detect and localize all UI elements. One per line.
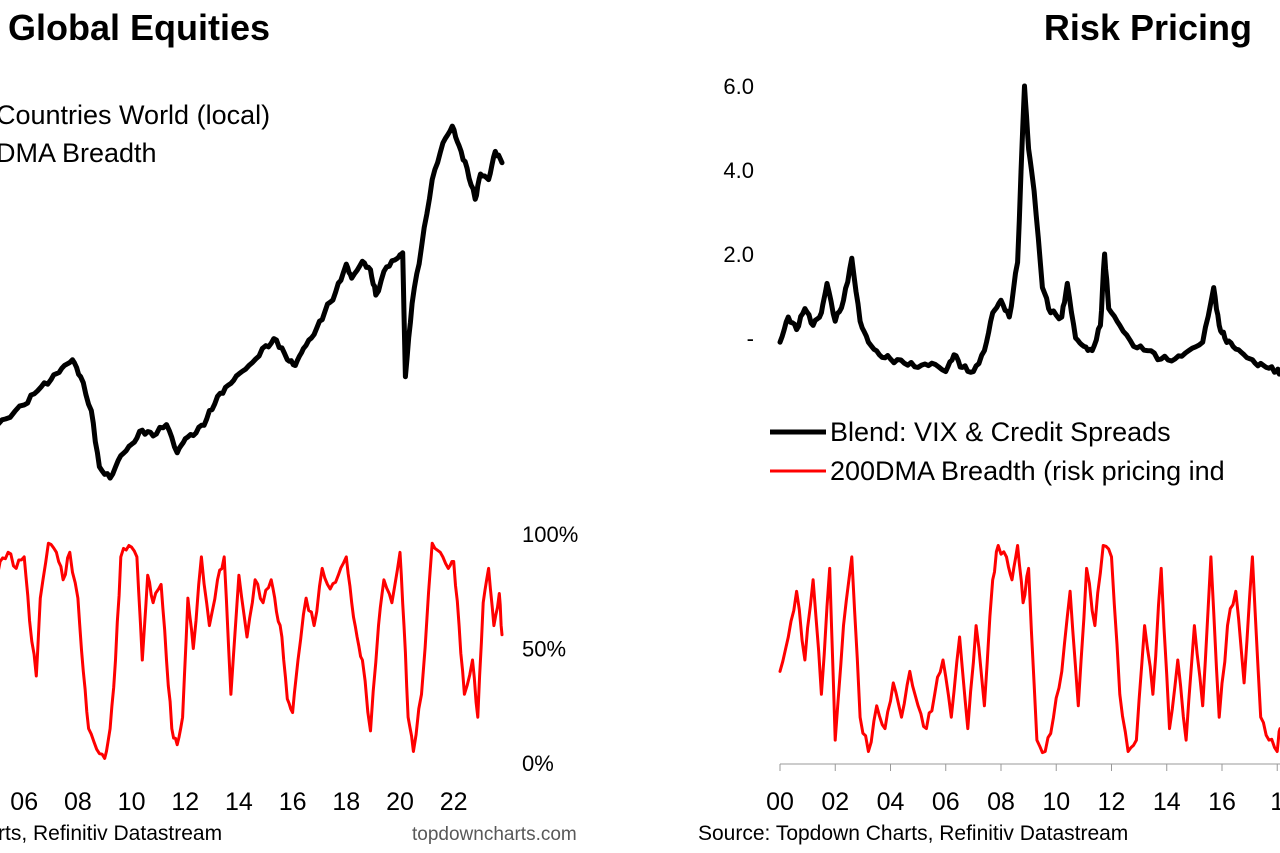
right-x-tick-label: 04 — [877, 788, 905, 816]
left-breadth-line — [0, 541, 504, 760]
right-x-tick-label: 1 — [1270, 788, 1280, 816]
left-x-tick-label: 06 — [10, 788, 38, 816]
left-breadth-tick-label: 0% — [522, 751, 554, 776]
left-x-tick-label: 20 — [386, 788, 414, 816]
right-source: Source: Topdown Charts, Refinitiv Datast… — [698, 822, 1128, 845]
left-breadth-tick-label: 50% — [522, 637, 566, 662]
left-x-tick-label: 18 — [332, 788, 360, 816]
left-breadth-series — [0, 541, 504, 760]
right-x-tick-label: 16 — [1208, 788, 1236, 816]
left-legend-price: Countries World (local) — [0, 100, 270, 130]
left-credit: topdowncharts.com — [412, 824, 577, 845]
left-source: rts, Refinitiv Datastream — [0, 822, 222, 845]
right-chart-title: Risk Pricing — [1044, 7, 1252, 48]
left-breadth-tick-label: 100% — [522, 522, 578, 547]
left-price-line — [0, 123, 505, 481]
right-blend-tick-label: - — [747, 326, 754, 351]
left-x-tick-label: 14 — [225, 788, 253, 816]
right-x-axis: 00 02 04 06 08 10 12 14 16 1 — [766, 763, 1280, 816]
right-breadth-line — [778, 544, 1280, 755]
right-x-tick-label: 14 — [1153, 788, 1181, 816]
left-x-tick-label: 08 — [64, 788, 92, 816]
right-blend-line — [777, 83, 1280, 377]
right-blend-tick-label: 4.0 — [723, 158, 754, 183]
left-x-tick-label: 12 — [171, 788, 199, 816]
right-x-tick-label: 10 — [1042, 788, 1070, 816]
left-breadth-axis: 100% 50% 0% — [522, 522, 578, 776]
right-blend-axis: 6.0 4.0 2.0 - — [723, 74, 754, 351]
left-x-tick-label: 16 — [279, 788, 307, 816]
right-breadth-series — [778, 544, 1280, 755]
left-x-tick-label: 10 — [118, 788, 146, 816]
right-legend: Blend: VIX & Credit Spreads 200DMA Bread… — [770, 417, 1225, 486]
right-x-tick-label: 02 — [821, 788, 849, 816]
right-blend-tick-label: 6.0 — [723, 74, 754, 99]
right-legend-blend: Blend: VIX & Credit Spreads — [830, 417, 1171, 447]
right-blend-series — [777, 83, 1280, 377]
right-blend-tick-label: 2.0 — [723, 242, 754, 267]
left-chart-title: Global Equities — [8, 7, 270, 48]
left-price-series — [0, 123, 505, 481]
left-x-axis: 06 08 10 12 14 16 18 20 22 — [10, 788, 467, 816]
right-legend-breadth: 200DMA Breadth (risk pricing ind — [830, 456, 1225, 486]
right-x-tick-label: 08 — [987, 788, 1015, 816]
left-x-tick-label: 22 — [440, 788, 468, 816]
right-x-tick-label: 06 — [932, 788, 960, 816]
right-x-tick-label: 00 — [766, 788, 794, 816]
left-legend-breadth: DMA Breadth — [0, 138, 157, 168]
right-x-tick-label: 12 — [1098, 788, 1126, 816]
